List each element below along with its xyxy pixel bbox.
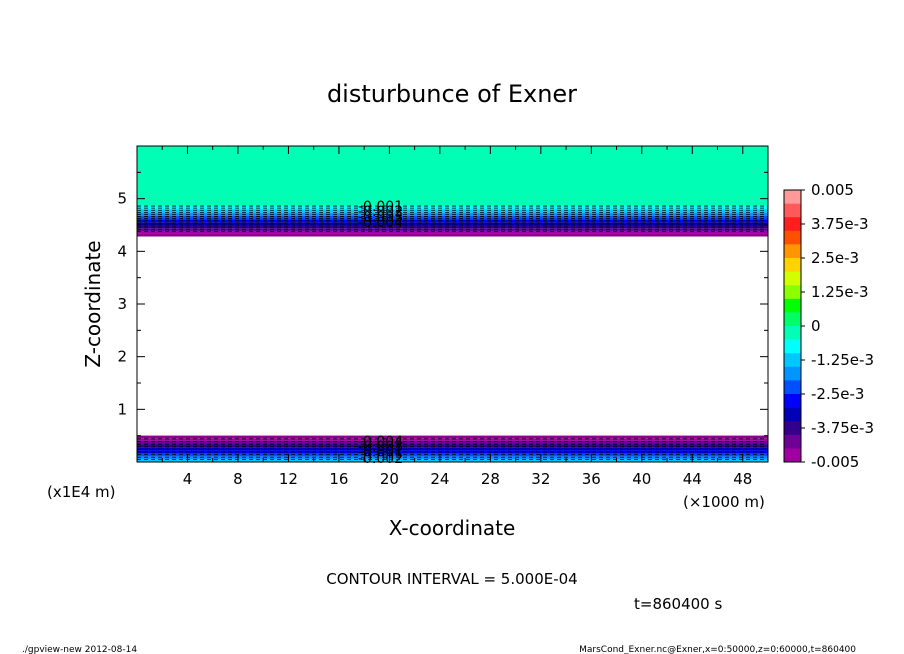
x-tick-label: 24 (430, 470, 449, 488)
x-tick-label: 8 (233, 470, 243, 488)
colorbar-swatch (784, 298, 801, 313)
lower-contour-label: -0.004 (358, 434, 403, 450)
lower-contour-label: -0.001 (358, 444, 403, 460)
colorbar-label: 1.25e-3 (811, 283, 869, 301)
program-info-text: ./gpview-new 2012-08-14 (22, 645, 137, 654)
y-axis-ticks: 1 2 3 4 5 (117, 145, 768, 463)
upper-contour-label: -0.002 (358, 204, 403, 220)
plot-area: -0.001-0.002-0.003-0.004-0.004-0.003-0.0… (136, 145, 769, 467)
lower-band-6 (137, 453, 768, 457)
upper-band-9 (137, 231, 768, 234)
colorbar-swatch (784, 244, 801, 259)
x-tick-label: 32 (531, 470, 550, 488)
x-tick-label: 36 (582, 470, 601, 488)
colorbar-swatch (784, 407, 801, 422)
colorbar-swatch (784, 217, 801, 232)
colorbar-swatch (784, 326, 801, 340)
lower-band-4 (137, 447, 768, 451)
colorbar-swatch (784, 271, 801, 286)
upper-band-1 (137, 204, 768, 210)
upper-band-4 (137, 216, 768, 220)
x-tick-label: 20 (380, 470, 399, 488)
contour-interval-text: CONTOUR INTERVAL = 5.000E-04 (326, 570, 577, 588)
lower-contour-label: -0.002 (358, 451, 403, 467)
upper-band-8 (137, 228, 768, 232)
lower-band-8 (137, 459, 768, 462)
y-axis-label: Z-coordinate (81, 240, 105, 367)
colorbar-label: 0 (811, 317, 821, 335)
y-unit-label: (x1E4 m) (47, 483, 116, 501)
y-tick-label: 2 (117, 348, 127, 366)
colorbar-label: -0.005 (811, 453, 859, 471)
y-tick-label: 1 (117, 400, 127, 418)
time-text: t=860400 s (634, 595, 722, 613)
x-axis-ticks: 4 8 12 16 20 24 28 32 36 40 44 48 (136, 146, 769, 488)
colorbar: 0.005 3.75e-3 2.5e-3 1.25e-3 0 -1.25e-3 -2.5e-… (783, 181, 874, 471)
x-tick-label: 16 (329, 470, 348, 488)
colorbar-swatch (784, 421, 801, 436)
colorbar-swatch (784, 230, 801, 245)
colorbar-swatch (784, 312, 801, 327)
colorbar-swatch (784, 339, 801, 354)
colorbar-label: 2.5e-3 (811, 249, 859, 267)
y-tick-label: 5 (117, 190, 127, 208)
source-info-text: MarsCond_Exner.nc@Exner,x=0:50000,z=0:60… (579, 645, 856, 654)
chart-title: disturbunce of Exner (327, 80, 577, 108)
x-tick-label: 12 (279, 470, 298, 488)
colorbar-swatch (784, 353, 801, 368)
colorbar-label: -3.75e-3 (811, 419, 874, 437)
upper-band-0 (137, 146, 768, 205)
upper-band-6 (137, 222, 768, 226)
colorbar-label: -2.5e-3 (811, 385, 864, 403)
x-tick-label: 28 (481, 470, 500, 488)
x-tick-label: 40 (632, 470, 651, 488)
y-tick-label: 3 (117, 295, 127, 313)
lower-band-7 (137, 456, 768, 460)
upper-contour-label: -0.003 (358, 210, 403, 226)
y-tick-label: 4 (117, 242, 127, 260)
colorbar-swatch (784, 380, 801, 395)
colorbar-swatch (784, 434, 801, 449)
x-tick-label: 48 (733, 470, 752, 488)
x-tick-label: 44 (683, 470, 702, 488)
x-unit-label: (×1000 m) (683, 493, 765, 511)
lower-band-1 (137, 438, 768, 441)
colorbar-swatch (784, 258, 801, 272)
upper-contour-label: -0.001 (358, 199, 403, 215)
lower-band-3 (137, 444, 768, 448)
upper-contour-label: -0.004 (358, 215, 403, 231)
x-tick-label: 4 (183, 470, 193, 488)
colorbar-swatch (784, 448, 801, 463)
lower-band-2 (137, 440, 768, 445)
colorbar-swatch (784, 190, 801, 204)
colorbar-swatch (784, 285, 801, 300)
colorbar-swatch (784, 394, 801, 408)
colorbar-swatch (784, 366, 801, 381)
colorbar-label: 3.75e-3 (811, 215, 869, 233)
colorbar-label: -1.25e-3 (811, 351, 874, 369)
colorbar-label: 0.005 (811, 181, 854, 199)
x-axis-label: X-coordinate (389, 516, 516, 540)
colorbar-swatch (784, 203, 801, 218)
upper-band-2 (137, 209, 768, 213)
lower-contour-label: -0.003 (358, 439, 403, 455)
